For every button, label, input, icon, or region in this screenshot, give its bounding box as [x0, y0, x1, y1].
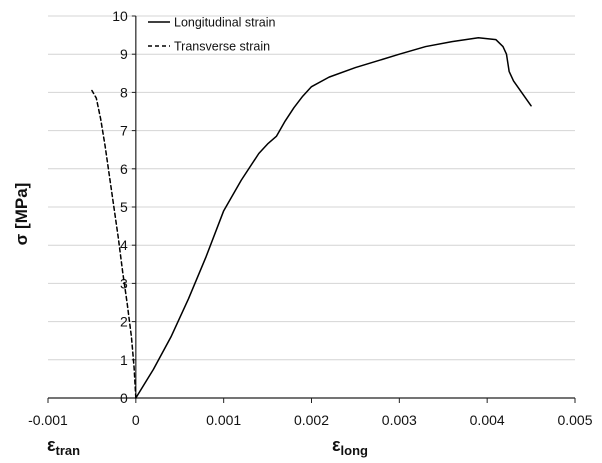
x-axis-title-long: εlong	[332, 435, 368, 458]
x-tick-label-3: 0.002	[294, 412, 329, 428]
x-axis-title-tran: εtran	[47, 435, 80, 458]
y-tick-label-5: 5	[120, 199, 128, 215]
y-tick-label-0: 0	[120, 390, 128, 406]
y-tick-label-6: 6	[120, 161, 128, 177]
series-line-longitudinal	[135, 37, 532, 399]
y-tick-label-2: 2	[120, 314, 128, 330]
x-tick-label-2: 0.001	[206, 412, 241, 428]
x-tick-label-1: 0	[132, 412, 140, 428]
legend-label-transverse: Transverse strain	[174, 40, 270, 54]
series-line-transverse	[91, 89, 137, 399]
legend-label-longitudinal: Longitudinal strain	[174, 16, 276, 30]
x-tick-label-6: 0.005	[557, 412, 592, 428]
x-tick-label-0: -0.001	[28, 412, 68, 428]
y-tick-label-9: 9	[120, 46, 128, 62]
gridlines	[48, 15, 575, 361]
x-axis-title-long-main: ε	[332, 435, 341, 455]
y-axis-title: σ [MPa]	[12, 183, 31, 246]
x-axis-title-long-sub: long	[341, 443, 368, 458]
x-tick-label-5: 0.004	[470, 412, 505, 428]
y-tick-label-1: 1	[120, 352, 128, 368]
y-tick-label-8: 8	[120, 84, 128, 100]
x-axis-title-tran-main: ε	[47, 435, 56, 455]
legend: Longitudinal strain Transverse strain	[148, 16, 276, 54]
series-lines	[91, 37, 532, 399]
x-axis-title-tran-sub: tran	[56, 443, 81, 458]
y-tick-label-4: 4	[120, 237, 128, 253]
x-tick-label-4: 0.003	[382, 412, 417, 428]
y-tick-label-10: 10	[112, 8, 128, 24]
y-tick-label-7: 7	[120, 123, 128, 139]
